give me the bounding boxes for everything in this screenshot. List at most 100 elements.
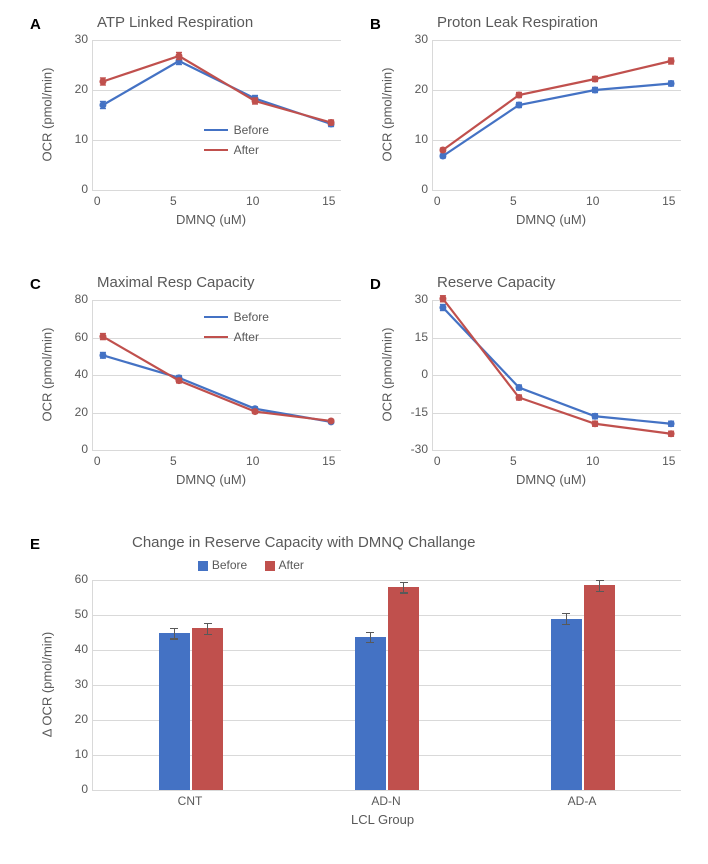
gridline [93, 790, 681, 791]
error-cap [400, 592, 408, 593]
error-bar [207, 623, 208, 634]
error-cap [596, 591, 604, 592]
ytick-label: 20 [58, 82, 88, 96]
gridline [93, 190, 341, 191]
category-label: CNT [170, 794, 210, 808]
legend-swatch-after [204, 336, 228, 338]
y-axis-label: OCR (pmol/min) [380, 60, 395, 170]
ytick-label: 60 [58, 572, 88, 586]
xtick-label: 10 [246, 194, 259, 208]
line-chart-svg [433, 40, 681, 190]
legend-label-before: Before [212, 558, 251, 572]
legend-swatch-after [204, 149, 228, 151]
x-axis-label: DMNQ (uM) [516, 472, 586, 487]
panel-E: EChange in Reserve Capacity with DMNQ Ch… [30, 530, 690, 840]
xtick-label: 0 [94, 194, 101, 208]
error-bar [403, 582, 404, 593]
panel-title-C: Maximal Resp Capacity [97, 274, 255, 291]
xtick-label: 15 [662, 194, 675, 208]
bar-before [159, 633, 190, 790]
xtick-label: 0 [94, 454, 101, 468]
ytick-label: -30 [398, 442, 428, 456]
error-cap [596, 580, 604, 581]
legend-swatch-before [204, 129, 228, 131]
panel-D: DReserve Capacity-30-1501530051015DMNQ (… [370, 270, 690, 500]
x-axis-label: LCL Group [351, 812, 414, 827]
error-cap [562, 624, 570, 625]
ytick-label: -15 [398, 405, 428, 419]
plot-area-B [432, 40, 681, 191]
line-chart-svg [93, 300, 341, 450]
xtick-label: 0 [434, 454, 441, 468]
bar-after [192, 628, 223, 790]
bar-before [551, 619, 582, 791]
legend-label-after: After [234, 143, 259, 157]
line-chart-svg [93, 40, 341, 190]
error-bar [174, 628, 175, 639]
ytick-label: 0 [398, 367, 428, 381]
xtick-label: 5 [170, 194, 177, 208]
ytick-label: 40 [58, 367, 88, 381]
x-axis-label: DMNQ (uM) [516, 212, 586, 227]
gridline [433, 450, 681, 451]
error-cap [170, 638, 178, 639]
plot-area-C [92, 300, 341, 451]
xtick-label: 5 [510, 454, 517, 468]
panel-A: AATP Linked Respiration0102030051015DMNQ… [30, 10, 350, 240]
legend-label-after: After [279, 558, 304, 572]
category-label: AD-A [562, 794, 602, 808]
plot-area-D [432, 300, 681, 451]
gridline [433, 190, 681, 191]
legend-swatch-before [204, 316, 228, 318]
line-chart-svg [433, 300, 681, 450]
bar-after [388, 587, 419, 790]
series-line-after [443, 299, 671, 434]
xtick-label: 15 [662, 454, 675, 468]
error-cap [204, 634, 212, 635]
legend-swatch-after [265, 561, 275, 571]
ytick-label: 20 [398, 82, 428, 96]
ytick-label: 0 [398, 182, 428, 196]
series-line-after [103, 337, 331, 421]
plot-area-E [92, 580, 681, 791]
xtick-label: 15 [322, 194, 335, 208]
xtick-label: 0 [434, 194, 441, 208]
error-cap [170, 628, 178, 629]
error-bar [599, 580, 600, 591]
error-cap [204, 623, 212, 624]
ytick-label: 10 [58, 747, 88, 761]
series-line-before [103, 355, 331, 422]
panel-letter-B: B [370, 16, 381, 33]
series-line-before [443, 84, 671, 157]
ytick-label: 10 [398, 132, 428, 146]
y-axis-label: OCR (pmol/min) [380, 320, 395, 430]
panel-title-A: ATP Linked Respiration [97, 14, 253, 31]
series-line-after [443, 61, 671, 150]
panel-title-B: Proton Leak Respiration [437, 14, 598, 31]
error-cap [366, 632, 374, 633]
series-line-before [443, 308, 671, 424]
error-cap [400, 582, 408, 583]
ytick-label: 10 [58, 132, 88, 146]
y-axis-label: Δ OCR (pmol/min) [40, 620, 55, 750]
panel-letter-D: D [370, 276, 381, 293]
legend-E: Before After [198, 558, 318, 572]
ytick-label: 60 [58, 330, 88, 344]
plot-area-A [92, 40, 341, 191]
xtick-label: 15 [322, 454, 335, 468]
bar-before [355, 637, 386, 790]
xtick-label: 10 [246, 454, 259, 468]
ytick-label: 20 [58, 405, 88, 419]
xtick-label: 10 [586, 454, 599, 468]
panel-title-D: Reserve Capacity [437, 274, 555, 291]
ytick-label: 30 [58, 32, 88, 46]
ytick-label: 20 [58, 712, 88, 726]
xtick-label: 10 [586, 194, 599, 208]
error-bar [370, 632, 371, 642]
error-bar [566, 613, 567, 624]
ytick-label: 0 [58, 442, 88, 456]
xtick-label: 5 [170, 454, 177, 468]
ytick-label: 30 [398, 32, 428, 46]
panel-B: BProton Leak Respiration0102030051015DMN… [370, 10, 690, 240]
legend-label-after: After [234, 330, 259, 344]
